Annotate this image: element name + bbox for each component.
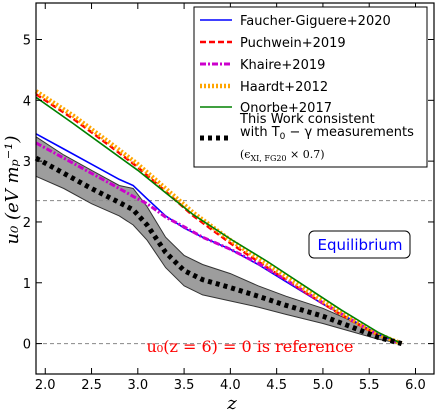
x-tick-label: 5.0 (313, 378, 334, 393)
x-tick-label: 6.0 (405, 378, 426, 393)
legend: Faucher-Giguere+2020 Puchwein+2019 Khaire+… (193, 6, 428, 168)
x-tick-label: 2.5 (81, 378, 102, 393)
x-tick-label: 3.0 (127, 378, 148, 393)
y-tick-label: 4 (23, 94, 31, 109)
y-tick-label: 5 (23, 33, 31, 48)
legend-label-onorbe-2017: Onorbe+2017 (240, 101, 332, 116)
legend-label-haardt-2012: Haardt+2012 (240, 80, 328, 95)
uncertainty-band-area (35, 135, 402, 345)
legend-label-this-work-line1: with T0 − γ measurements (240, 125, 414, 142)
y-axis-label: u₀ (eV mₚ⁻¹) (2, 136, 23, 245)
ticks: 2.0 2.5 3.0 3.5 4.0 4.5 5.0 5.5 6.0 0 1 2 3 4 5 (23, 3, 434, 393)
y-tick-label: 0 (23, 338, 31, 353)
axes-frame (35, 2, 435, 375)
legend-label-puchwein-2019: Puchwein+2019 (240, 36, 346, 51)
equilibrium-box: Equilibrium (308, 230, 411, 259)
equilibrium-label: Equilibrium (318, 236, 403, 254)
x-tick-label: 4.5 (266, 378, 287, 393)
x-axis-label: z (226, 393, 237, 414)
series-line-onorbe-2017 (35, 96, 402, 345)
legend-label-faucher-giguere-2020: Faucher-Giguere+2020 (240, 14, 391, 29)
y-tick-label: 3 (23, 155, 31, 170)
legend-label-khaire-2019: Khaire+2019 (240, 58, 325, 73)
y-tick-label: 1 (23, 277, 31, 292)
legend-box (193, 6, 428, 168)
uncertainty-band (35, 135, 402, 345)
x-tick-label: 5.5 (359, 378, 380, 393)
plot-frame (35, 2, 435, 375)
legend-label-this-work: This Work consistent (239, 112, 375, 127)
x-tick-label: 4.0 (220, 378, 241, 393)
x-tick-label: 3.5 (174, 378, 195, 393)
y-tick-label: 2 (23, 216, 31, 231)
x-tick-label: 2.0 (35, 378, 56, 393)
series-layer (34, 89, 403, 347)
series-line-haardt-2012 (34, 89, 403, 346)
series-line-this-work-consistent-with-t-me (34, 155, 403, 347)
series-line-puchwein-2019 (35, 93, 403, 345)
reference-annotation: u₀(z = 6) = 0 is reference (146, 337, 353, 356)
